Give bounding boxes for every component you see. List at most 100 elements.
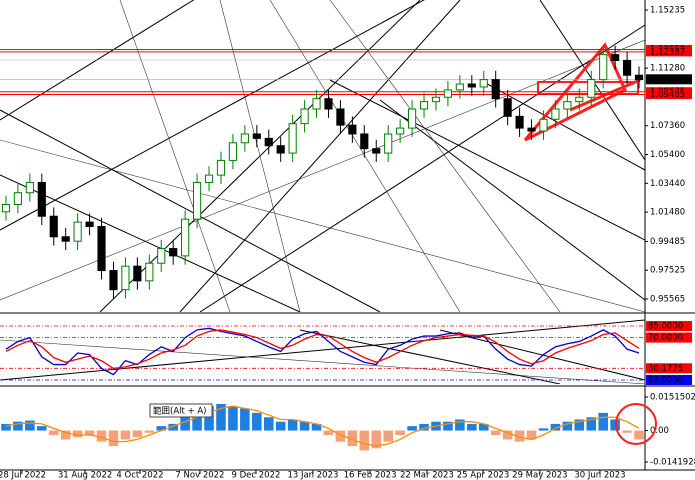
y-tick-label: 1.15235	[650, 6, 685, 16]
x-tick-label: 13 Jan 2023	[287, 471, 338, 480]
histogram-bar	[419, 423, 429, 431]
histogram-bar	[526, 430, 537, 440]
histogram-bar	[395, 430, 405, 435]
x-tick-label: 25 Apr 2023	[457, 471, 510, 480]
y-tick-label: 15.0000	[648, 375, 683, 385]
y-tick-label: 0.97525	[650, 266, 685, 276]
candle-body	[145, 262, 154, 282]
histogram-bar	[443, 421, 453, 431]
highlight-circle	[615, 403, 657, 445]
histogram-bar	[490, 430, 501, 435]
candle-body	[288, 123, 297, 154]
candle-body	[396, 127, 405, 135]
y-tick-label: 0.95565	[650, 295, 685, 305]
candle-body	[408, 108, 417, 129]
histogram-bar	[275, 421, 286, 431]
y-tick-label: 30.1775	[648, 364, 683, 374]
y-tick-label: 1.01480	[650, 208, 685, 218]
level-label-box	[646, 332, 692, 343]
histogram-bar	[598, 412, 608, 431]
candle-body	[252, 133, 261, 139]
level-label-box	[646, 363, 692, 374]
candle-body	[348, 124, 357, 135]
indicator-line	[5, 327, 640, 376]
candle-body	[539, 118, 548, 132]
candle-body	[181, 218, 190, 257]
histogram-bar	[359, 430, 370, 451]
plot-area	[1, 403, 644, 451]
histogram-bar	[228, 406, 238, 431]
candle-body	[623, 60, 632, 76]
candle-body	[97, 226, 106, 272]
histogram-bar	[574, 419, 585, 431]
candle-body	[109, 270, 118, 291]
candle-body	[611, 54, 620, 62]
price-label: 1.12387	[650, 47, 685, 57]
histogram-bar	[514, 430, 525, 442]
candle-body	[551, 108, 560, 120]
candle-body	[312, 98, 321, 110]
histogram-bar	[168, 423, 178, 431]
y-tick-label: 1.03440	[650, 179, 685, 189]
candle-body	[384, 133, 393, 154]
candle-body	[85, 221, 94, 228]
histogram-bar	[96, 430, 107, 442]
histogram-bar	[287, 419, 298, 431]
candle-body	[1, 203, 11, 213]
histogram-bar	[622, 430, 632, 433]
candle-body	[13, 192, 22, 205]
histogram-bar	[407, 426, 417, 431]
x-tick-label: 4 Oct 2022	[116, 471, 163, 480]
y-tick-label: 85.0000	[648, 322, 683, 332]
histogram-bar	[299, 421, 310, 431]
candle-body	[575, 96, 584, 103]
candle-body	[455, 83, 464, 91]
histogram-bar	[538, 428, 549, 431]
histogram-bar	[108, 430, 119, 447]
histogram-bar	[216, 403, 226, 431]
y-tick-label: 70.0000	[648, 333, 683, 343]
level-label-box	[646, 374, 692, 385]
histogram-bar	[252, 412, 262, 431]
histogram-bar	[72, 430, 83, 438]
x-tick-label: 31 Aug 2022	[58, 471, 112, 480]
histogram-bar	[455, 419, 465, 431]
candle-body	[240, 133, 249, 144]
candle-body	[491, 79, 500, 100]
candle-body	[467, 83, 476, 88]
histogram-bar	[502, 430, 513, 440]
plot-area	[0, 45, 645, 299]
x-tick-label: 16 Feb 2023	[344, 471, 397, 480]
candle-body	[431, 96, 441, 103]
histogram-bar	[240, 408, 250, 431]
candle-body	[419, 101, 429, 110]
histogram-bar	[263, 417, 274, 431]
candle-body	[169, 248, 178, 257]
histogram-bar	[323, 430, 334, 435]
price-label-box	[646, 90, 692, 100]
annotation: 範囲(Alt + A)	[153, 406, 206, 417]
candle-body	[563, 101, 572, 110]
candle-body	[443, 89, 453, 98]
histogram-bar	[467, 423, 477, 431]
histogram-bar	[478, 423, 489, 431]
candle-body	[228, 142, 237, 161]
histogram-bar	[347, 430, 358, 447]
y-tick-label: 0.0151502	[650, 392, 695, 402]
histogram-bar	[180, 417, 190, 431]
candle-body	[133, 265, 142, 282]
candle-body	[527, 127, 536, 132]
candle-body	[336, 108, 345, 126]
y-tick-label: 1.05400	[650, 150, 685, 160]
x-tick-label: 7 Nov 2022	[175, 471, 224, 480]
histogram-bar	[37, 426, 47, 431]
histogram-bar	[371, 430, 382, 449]
candle-body	[599, 54, 608, 81]
histogram-bar	[550, 423, 561, 431]
candle-body	[49, 215, 58, 238]
histogram-bar	[192, 410, 202, 431]
candle-body	[73, 221, 82, 242]
histogram-bar	[1, 423, 11, 431]
candle-body	[193, 181, 202, 220]
